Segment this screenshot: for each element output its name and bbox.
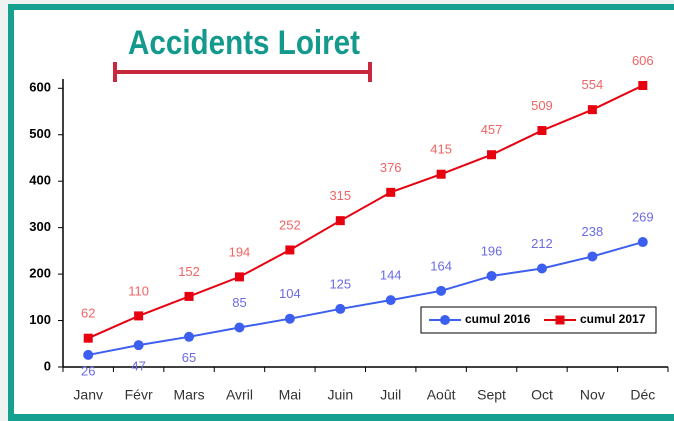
point bbox=[486, 270, 497, 281]
point bbox=[133, 340, 144, 351]
x-tick-label: Déc bbox=[630, 387, 655, 403]
x-tick-label: Août bbox=[427, 387, 456, 403]
point bbox=[234, 322, 245, 333]
data-label: 85 bbox=[232, 295, 246, 310]
data-label: 164 bbox=[430, 258, 452, 273]
y-tick-label: 600 bbox=[29, 80, 51, 95]
point bbox=[436, 285, 447, 296]
x-tick-label: Mars bbox=[173, 387, 204, 403]
x-tick-label: Sept bbox=[477, 387, 506, 403]
data-label: 212 bbox=[531, 236, 553, 251]
x-tick-label: Mai bbox=[279, 387, 302, 403]
point bbox=[284, 313, 295, 324]
data-label: 606 bbox=[632, 53, 654, 68]
data-label: 194 bbox=[229, 244, 251, 259]
data-label: 457 bbox=[481, 122, 503, 137]
data-label: 26 bbox=[81, 363, 95, 378]
data-label: 144 bbox=[380, 268, 402, 283]
point bbox=[335, 216, 345, 226]
data-label: 196 bbox=[481, 243, 503, 258]
data-label: 104 bbox=[279, 286, 301, 301]
point bbox=[83, 349, 94, 360]
point bbox=[184, 331, 195, 342]
legend-label: cumul 2017 bbox=[580, 312, 646, 326]
point bbox=[234, 272, 244, 282]
chart-title: Accidents Loiret bbox=[128, 24, 360, 62]
point bbox=[487, 150, 497, 160]
legend-marker bbox=[440, 315, 450, 325]
legend-label: cumul 2016 bbox=[465, 312, 531, 326]
y-tick-label: 100 bbox=[29, 312, 51, 327]
point bbox=[537, 126, 547, 136]
point bbox=[134, 311, 144, 321]
point bbox=[536, 263, 547, 274]
data-label: 47 bbox=[131, 359, 145, 374]
point bbox=[637, 237, 648, 248]
y-tick-label: 400 bbox=[29, 173, 51, 188]
point bbox=[638, 81, 648, 91]
x-tick-label: Janv bbox=[73, 387, 103, 403]
data-label: 65 bbox=[182, 350, 196, 365]
series-line bbox=[88, 241, 644, 356]
x-tick-label: Juil bbox=[380, 387, 401, 403]
data-label: 315 bbox=[329, 188, 351, 203]
data-label: 509 bbox=[531, 98, 553, 113]
y-tick-label: 300 bbox=[29, 219, 51, 234]
x-tick-label: Avril bbox=[226, 387, 253, 403]
data-label: 238 bbox=[582, 224, 604, 239]
point bbox=[335, 303, 346, 314]
data-label: 152 bbox=[178, 264, 200, 279]
x-tick-label: Févr bbox=[125, 387, 153, 403]
point bbox=[587, 105, 597, 115]
data-label: 376 bbox=[380, 160, 402, 175]
data-label: 269 bbox=[632, 209, 654, 224]
y-tick-label: 200 bbox=[29, 266, 51, 281]
y-tick-label: 500 bbox=[29, 126, 51, 141]
series-line bbox=[87, 84, 644, 340]
x-tick-label: Nov bbox=[580, 387, 605, 403]
data-label: 252 bbox=[279, 217, 301, 232]
point bbox=[587, 251, 598, 262]
title-bracket bbox=[113, 62, 372, 82]
data-label: 415 bbox=[430, 142, 452, 157]
point bbox=[436, 169, 446, 179]
panel bbox=[14, 10, 674, 414]
point bbox=[184, 291, 194, 301]
y-tick-label: 0 bbox=[44, 358, 51, 373]
point bbox=[83, 333, 93, 343]
point bbox=[285, 245, 295, 255]
x-tick-label: Juin bbox=[327, 387, 353, 403]
data-label: 62 bbox=[81, 306, 95, 321]
x-tick-label: Oct bbox=[531, 387, 553, 403]
data-label: 110 bbox=[128, 283, 149, 298]
point bbox=[385, 295, 396, 306]
data-label: 125 bbox=[329, 276, 351, 291]
data-label: 554 bbox=[582, 77, 604, 92]
legend-marker bbox=[555, 315, 565, 325]
point bbox=[386, 187, 396, 197]
